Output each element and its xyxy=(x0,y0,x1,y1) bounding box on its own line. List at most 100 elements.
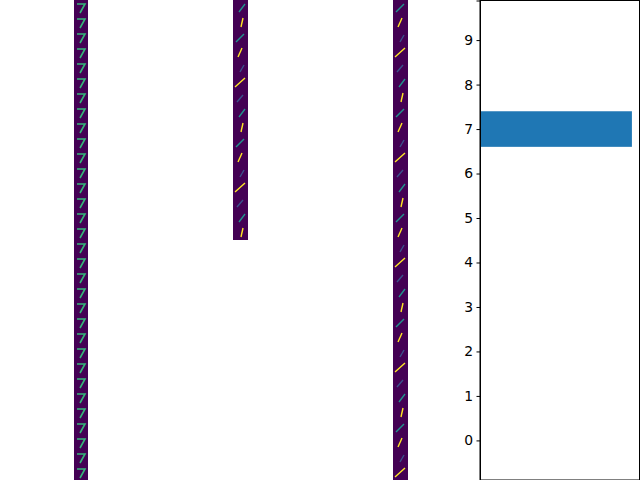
tick: 2 xyxy=(464,343,480,359)
image-stroke xyxy=(398,438,402,447)
image-stroke xyxy=(241,123,243,132)
image-stroke xyxy=(399,184,405,192)
tick-mark xyxy=(477,85,481,86)
tick-label: 1 xyxy=(464,388,473,404)
image-stroke xyxy=(398,333,402,342)
tick: 3 xyxy=(464,299,480,315)
image-stroke xyxy=(399,394,405,402)
image-stroke xyxy=(400,350,404,357)
tick-mark xyxy=(477,440,481,441)
image-stroke xyxy=(239,109,245,117)
image-stroke xyxy=(401,198,403,207)
image-stroke xyxy=(395,363,405,372)
tick: 5 xyxy=(464,210,480,226)
figure: 0 1 2 3 4 5 6 7 8 9 xyxy=(0,0,640,480)
image-stroke xyxy=(77,124,85,133)
image-strip xyxy=(233,0,248,240)
tick-label: 7 xyxy=(464,121,473,137)
image-stroke xyxy=(398,18,402,27)
image-stroke xyxy=(77,304,85,313)
image-stroke xyxy=(77,229,85,238)
image-stroke xyxy=(240,65,244,72)
image-stroke xyxy=(395,468,405,477)
image-background xyxy=(74,0,88,480)
image-stroke xyxy=(241,228,243,237)
tick-label: 4 xyxy=(464,254,473,270)
tick: 7 xyxy=(464,121,480,137)
tick-label: 0 xyxy=(464,432,473,448)
image-stroke xyxy=(401,303,403,312)
tick-mark xyxy=(477,218,481,219)
image-stroke xyxy=(77,109,85,118)
image-stroke xyxy=(77,154,85,163)
image-stroke xyxy=(395,48,405,57)
image-stroke xyxy=(77,34,85,43)
image-stroke xyxy=(396,319,404,327)
image-stroke xyxy=(396,109,404,117)
image-stroke xyxy=(77,379,85,388)
image-stroke xyxy=(77,364,85,373)
tick: 9 xyxy=(464,32,480,48)
image-stroke xyxy=(238,153,242,162)
tick-mark xyxy=(477,40,481,41)
image-stroke xyxy=(77,289,85,298)
image-stroke xyxy=(77,319,85,328)
plot-background xyxy=(480,1,640,480)
tick-mark xyxy=(477,396,481,397)
image-stroke xyxy=(77,79,85,88)
image-stroke xyxy=(77,409,85,418)
image-strip xyxy=(74,0,88,480)
tick: 1 xyxy=(464,388,480,404)
image-stroke xyxy=(396,4,404,12)
tick-mark xyxy=(477,174,481,175)
tick-mark xyxy=(477,129,481,130)
tick-label: 6 xyxy=(464,165,473,181)
image-stroke xyxy=(396,424,404,432)
y-axis: 0 1 2 3 4 5 6 7 8 9 xyxy=(464,1,480,480)
image-stroke xyxy=(77,334,85,343)
image-stroke xyxy=(77,394,85,403)
image-stroke xyxy=(77,469,85,478)
plot-frame xyxy=(480,1,640,480)
image-stroke xyxy=(77,184,85,193)
image-stroke xyxy=(399,289,405,297)
image-stroke xyxy=(235,78,245,87)
tick-label: 5 xyxy=(464,210,473,226)
image-stroke xyxy=(77,64,85,73)
tick: 6 xyxy=(464,165,480,181)
image-stroke xyxy=(77,49,85,58)
image-stroke xyxy=(77,199,85,208)
image-stroke xyxy=(77,454,85,463)
tick: 8 xyxy=(464,77,480,93)
image-stroke xyxy=(399,79,405,87)
image-strip xyxy=(393,0,408,480)
tick: 4 xyxy=(464,254,480,270)
tick-label: 8 xyxy=(464,77,473,93)
image-stroke xyxy=(77,94,85,103)
image-stroke xyxy=(397,275,403,282)
image-stroke xyxy=(240,170,244,177)
image-stroke xyxy=(237,200,243,207)
image-stroke xyxy=(77,349,85,358)
tick-mark xyxy=(477,307,481,308)
image-stroke xyxy=(77,139,85,148)
image-stroke xyxy=(237,95,243,102)
image-stroke xyxy=(239,214,245,222)
image-stroke xyxy=(400,140,404,147)
tick-label: 9 xyxy=(464,32,473,48)
image-stroke xyxy=(77,244,85,253)
image-stroke xyxy=(77,19,85,28)
image-stroke xyxy=(238,48,242,57)
tick: 0 xyxy=(464,432,480,448)
image-stroke xyxy=(398,123,402,132)
tick-label: 3 xyxy=(464,299,473,315)
tick-mark xyxy=(477,262,481,263)
image-stroke xyxy=(77,169,85,178)
bar xyxy=(480,111,632,147)
image-stroke xyxy=(397,380,403,387)
image-stroke xyxy=(400,35,404,42)
image-stroke xyxy=(397,170,403,177)
bars xyxy=(480,111,632,147)
image-stroke xyxy=(235,183,245,192)
image-stroke xyxy=(397,65,403,72)
